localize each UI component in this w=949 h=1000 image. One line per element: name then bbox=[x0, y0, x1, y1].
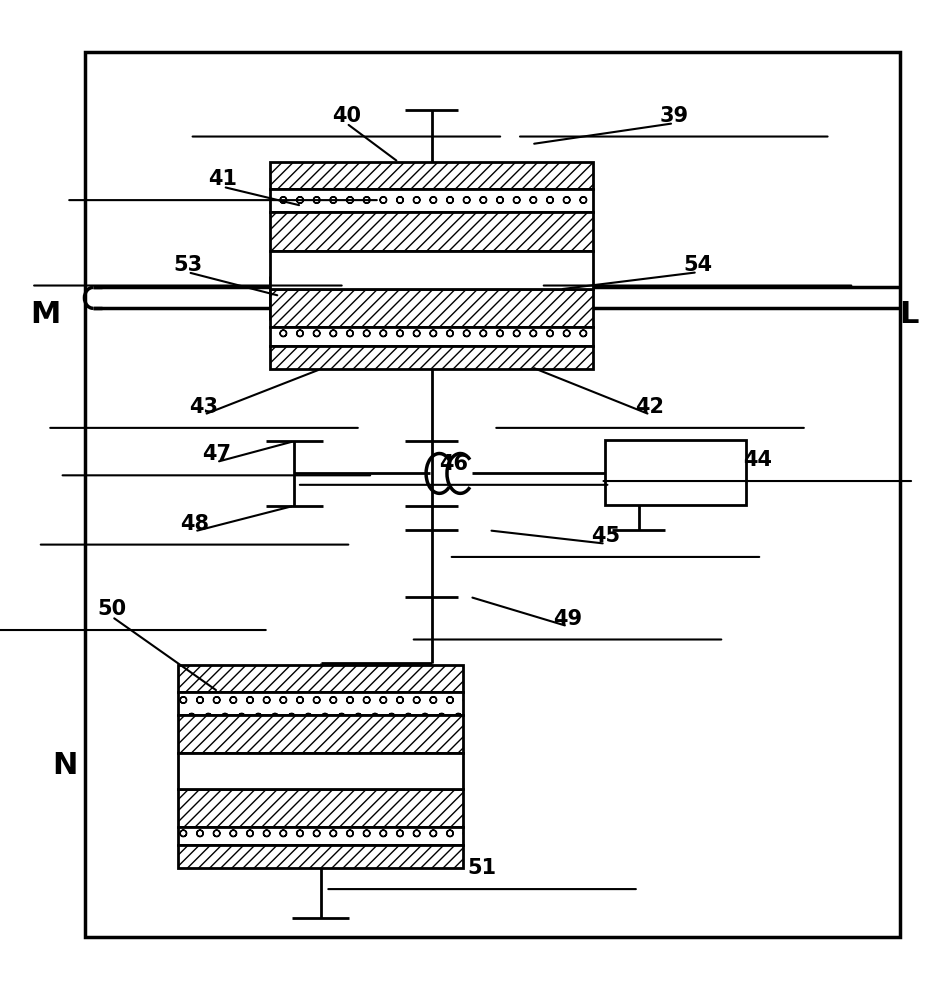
Bar bbox=[270, 162, 593, 189]
Text: 39: 39 bbox=[660, 106, 688, 126]
Text: N: N bbox=[52, 751, 77, 780]
Text: L: L bbox=[900, 300, 919, 329]
Bar bbox=[178, 789, 463, 827]
Bar bbox=[178, 692, 463, 715]
Text: 51: 51 bbox=[468, 858, 496, 878]
Text: 46: 46 bbox=[439, 454, 468, 474]
Bar bbox=[178, 665, 463, 692]
Text: 47: 47 bbox=[202, 444, 231, 464]
Bar bbox=[270, 212, 593, 251]
Text: 54: 54 bbox=[683, 255, 712, 275]
Bar bbox=[270, 189, 593, 212]
Bar bbox=[270, 289, 593, 327]
Text: 45: 45 bbox=[591, 526, 620, 546]
Bar bbox=[178, 845, 463, 868]
Bar bbox=[178, 827, 463, 845]
Bar bbox=[85, 52, 900, 937]
Text: 49: 49 bbox=[553, 609, 582, 629]
Text: 53: 53 bbox=[174, 255, 202, 275]
Text: 43: 43 bbox=[190, 397, 218, 417]
Bar bbox=[178, 715, 463, 753]
Bar bbox=[605, 440, 746, 505]
Bar bbox=[270, 251, 593, 289]
Text: 50: 50 bbox=[98, 599, 126, 619]
Bar bbox=[270, 346, 593, 369]
Text: 40: 40 bbox=[332, 106, 361, 126]
Text: 41: 41 bbox=[209, 169, 237, 189]
Text: 44: 44 bbox=[743, 450, 772, 470]
Text: M: M bbox=[30, 300, 61, 329]
Bar bbox=[270, 327, 593, 346]
Text: 42: 42 bbox=[636, 397, 664, 417]
Text: 48: 48 bbox=[180, 514, 209, 534]
Bar bbox=[178, 753, 463, 789]
